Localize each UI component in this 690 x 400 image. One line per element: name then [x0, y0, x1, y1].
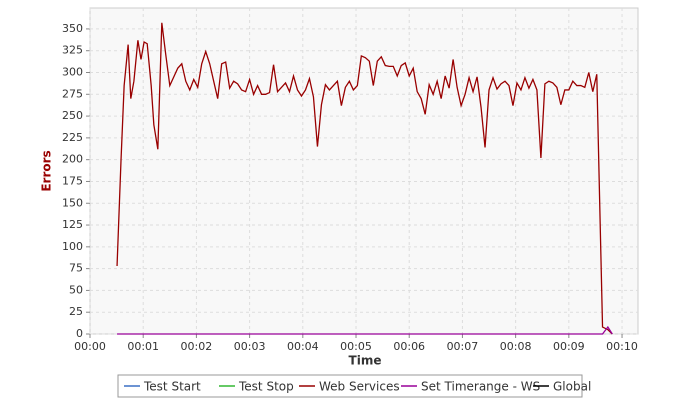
y-tick-label: 125 [62, 218, 83, 231]
y-tick-label: 25 [69, 305, 83, 318]
y-tick-label: 175 [62, 174, 83, 187]
x-tick-label: 00:01 [127, 340, 159, 353]
x-tick-label: 00:05 [340, 340, 372, 353]
x-tick-label: 00:02 [181, 340, 213, 353]
y-tick-label: 100 [62, 240, 83, 253]
y-tick-label: 200 [62, 153, 83, 166]
x-tick-label: 00:09 [553, 340, 585, 353]
legend-label: Global [553, 380, 591, 394]
y-tick-label: 0 [76, 327, 83, 340]
x-tick-label: 00:07 [447, 340, 479, 353]
y-tick-label: 300 [62, 66, 83, 79]
legend-label: Web Services [319, 380, 400, 394]
y-tick-label: 275 [62, 87, 83, 100]
y-tick-label: 150 [62, 196, 83, 209]
y-tick-label: 250 [62, 109, 83, 122]
series-line [116, 22, 613, 335]
y-tick-label: 225 [62, 131, 83, 144]
legend-label: Test Stop [238, 380, 294, 394]
x-axis-label: Time [349, 354, 382, 368]
series-line [117, 325, 613, 335]
plot-area [89, 7, 639, 335]
x-tick-label: 00:06 [393, 340, 425, 353]
x-tick-label: 00:10 [606, 340, 638, 353]
x-tick-label: 00:00 [74, 340, 106, 353]
legend-label: Set Timerange - WS [421, 380, 540, 394]
y-tick-label: 50 [69, 283, 83, 296]
x-tick-label: 00:08 [500, 340, 532, 353]
y-tick-label: 325 [62, 44, 83, 57]
y-tick-label: 75 [69, 262, 83, 275]
x-tick-label: 00:03 [234, 340, 266, 353]
y-axis-label: Errors [40, 150, 54, 191]
x-tick-label: 00:04 [287, 340, 319, 353]
legend-label: Test Start [143, 380, 201, 394]
y-tick-label: 350 [62, 22, 83, 35]
legend [117, 374, 583, 398]
